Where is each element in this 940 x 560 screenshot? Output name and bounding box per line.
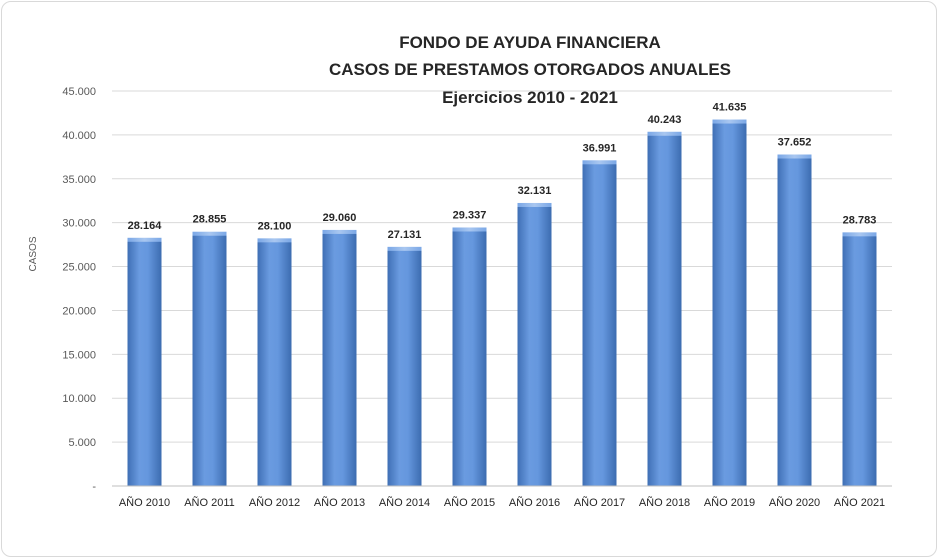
y-axis-ticks: - 5.000 10.000 15.000 20.000 25.000 30.000 35.0…: [62, 86, 96, 493]
data-label: 28.164: [128, 220, 163, 232]
y-tick-label: 25.000: [62, 262, 96, 274]
bar-top: [582, 160, 617, 165]
y-tick-label: 20.000: [62, 305, 96, 317]
bar: [582, 161, 617, 487]
bar-top: [322, 229, 357, 234]
bar-top: [452, 227, 487, 232]
y-tick-label: 45.000: [62, 86, 96, 98]
y-axis-label: CASOS: [28, 236, 39, 271]
bar-top: [517, 202, 552, 207]
data-label: 40.243: [648, 114, 682, 126]
bar-top: [257, 238, 292, 243]
data-label: 29.060: [323, 212, 357, 224]
bar: [517, 203, 552, 486]
chart-subtitle: CASOS DE PRESTAMOS OTORGADOS ANUALES: [329, 60, 731, 79]
x-category-label: AÑO 2019: [704, 496, 755, 509]
bar: [127, 238, 162, 486]
y-tick-label: -: [92, 481, 96, 493]
bar-top: [127, 237, 162, 242]
chart-period: Ejercicios 2010 - 2021: [442, 88, 618, 107]
x-category-label: AÑO 2012: [249, 496, 300, 509]
bar: [322, 230, 357, 486]
x-category-label: AÑO 2020: [769, 496, 820, 509]
gridlines: [112, 90, 892, 443]
bar-top: [777, 154, 812, 159]
x-category-label: AÑO 2011: [184, 496, 235, 509]
bar: [777, 155, 812, 486]
x-category-label: AÑO 2010: [119, 496, 170, 509]
bars: [127, 119, 877, 487]
y-tick-label: 15.000: [62, 349, 96, 361]
x-category-label: AÑO 2014: [379, 496, 430, 509]
bar-top: [842, 232, 877, 237]
bar-top: [387, 246, 422, 251]
data-label: 37.652: [778, 136, 812, 148]
y-tick-label: 5.000: [68, 437, 96, 449]
data-label: 28.783: [843, 214, 877, 226]
bar-top: [192, 231, 227, 236]
x-category-label: AÑO 2016: [509, 496, 560, 509]
x-category-label: AÑO 2017: [574, 496, 625, 509]
bar: [452, 228, 487, 486]
y-tick-label: 10.000: [62, 393, 96, 405]
x-category-label: AÑO 2013: [314, 496, 365, 509]
x-category-label: AÑO 2021: [834, 496, 885, 509]
bar-top: [712, 119, 747, 124]
data-label: 27.131: [388, 229, 422, 241]
bar: [842, 233, 877, 486]
data-label: 41.635: [713, 102, 747, 114]
bar-top: [647, 131, 682, 136]
data-label: 28.100: [258, 220, 292, 232]
y-tick-label: 40.000: [62, 130, 96, 142]
chart-title: FONDO DE AYUDA FINANCIERA: [399, 33, 661, 52]
data-labels: 28.164 28.855 28.100 29.060 27.131 29.337 32.1…: [128, 102, 877, 241]
data-label: 32.131: [518, 185, 552, 197]
data-label: 29.337: [453, 209, 487, 221]
x-axis-categories: AÑO 2010 AÑO 2011 AÑO 2012 AÑO 2013 AÑO 2014…: [119, 496, 885, 509]
bar: [387, 247, 422, 486]
x-category-label: AÑO 2018: [639, 496, 690, 509]
bar: [647, 132, 682, 486]
bar: [257, 239, 292, 486]
data-label: 36.991: [583, 142, 617, 154]
x-category-label: AÑO 2015: [444, 496, 495, 509]
bar: [192, 232, 227, 486]
y-tick-label: 35.000: [62, 174, 96, 186]
data-label: 28.855: [193, 214, 227, 226]
y-tick-label: 30.000: [62, 218, 96, 230]
bar: [712, 120, 747, 486]
